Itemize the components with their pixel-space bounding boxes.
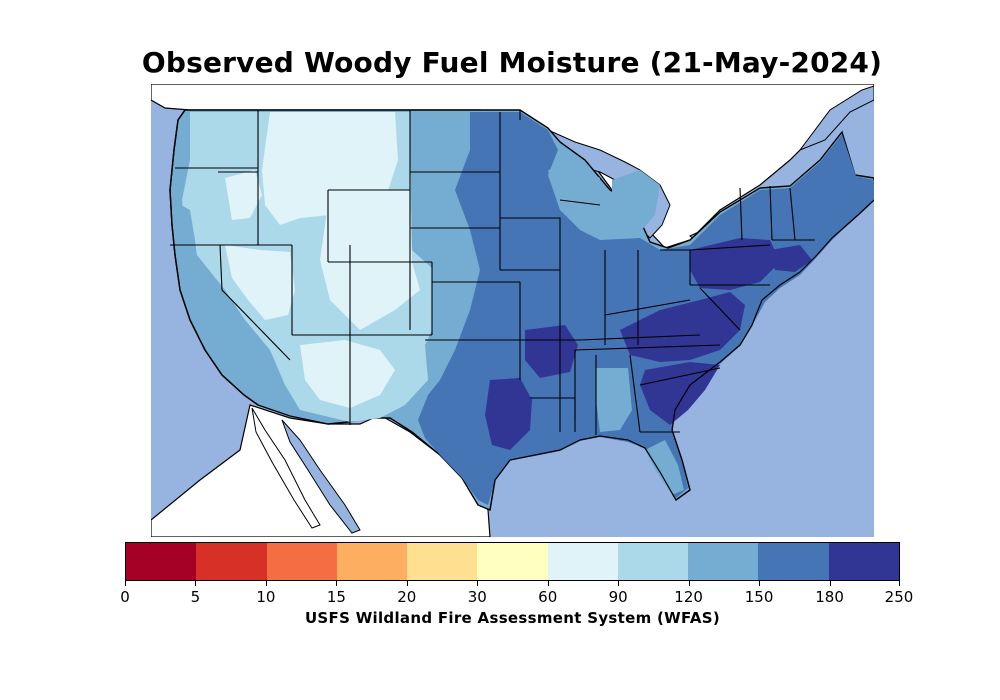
zone-180-250-pennsylvania	[690, 238, 780, 290]
zone-120-150-plains	[410, 112, 480, 380]
colorbar-swatch-0-5	[126, 543, 197, 580]
colorbar-swatch-120-150	[688, 543, 759, 580]
zone-60-90-az-nm	[300, 340, 395, 408]
gulf-coastline	[489, 199, 874, 511]
colorbar-tick	[406, 581, 408, 586]
colorbar-tick	[265, 581, 267, 586]
zone-120-150-florida	[645, 440, 684, 495]
colorbar-swatch-10-15	[266, 543, 337, 580]
colorbar-swatch-20-30	[407, 543, 478, 580]
zone-180-250-arkansas	[525, 325, 578, 378]
zone-120-150-alabama	[596, 368, 632, 432]
colorbar-tick-label: 60	[538, 588, 558, 606]
colorbar-tick-label: 10	[256, 588, 276, 606]
zone-180-250-appalachia	[620, 292, 745, 362]
map-title: Observed Woody Fuel Moisture (21-May-202…	[141, 46, 883, 79]
colorbar-tick	[618, 581, 620, 586]
fuel-moisture-map	[151, 84, 874, 537]
colorbar-tick-label: 90	[608, 588, 628, 606]
colorbar-swatch-5-10	[196, 543, 267, 580]
colorbar-label: USFS Wildland Fire Assessment System (WF…	[304, 609, 721, 627]
colorbar-tick	[125, 581, 126, 586]
colorbar-tick	[688, 581, 690, 586]
zone-120-150-wisconsin	[548, 165, 600, 225]
colorbar-tick	[547, 581, 549, 586]
colorbar-tick-label: 0	[120, 588, 130, 606]
zone-180-250-texas	[485, 378, 532, 450]
colorbar-tick	[336, 581, 338, 586]
hudson-bay-fragment	[798, 85, 874, 152]
colorbar-tick-label: 150	[744, 588, 774, 606]
zone-120-150-pacific	[172, 200, 250, 385]
colorbar-tick-label: 30	[467, 588, 487, 606]
colorbar-tick-label: 120	[674, 588, 703, 606]
colorbar-swatch-150-180	[758, 543, 829, 580]
zone-60-90-nevada	[225, 245, 295, 320]
colorbar-tick-label: 15	[326, 588, 346, 606]
colorbar-swatch-30-60	[477, 543, 548, 580]
colorbar-swatch-180-250	[828, 543, 899, 580]
state-borders	[170, 110, 815, 435]
colorbar-swatch-15-20	[336, 543, 408, 580]
gulf-of-california	[281, 419, 361, 534]
zone-60-90-wyoming-co	[320, 190, 420, 330]
colorbar-tick-label: 5	[190, 588, 201, 606]
zone-60-90-wa-or	[225, 170, 262, 220]
colorbar-tick-label: 20	[397, 588, 417, 606]
colorbar-tick	[899, 581, 900, 586]
colorbar-tick-label: 180	[815, 588, 844, 606]
us-coastline	[169, 109, 259, 406]
zone-120-150-michigan	[612, 170, 660, 232]
colorbar-tick	[477, 581, 479, 586]
zone-150-180-central	[418, 112, 874, 505]
colorbar-ticks: 0 5 10 15 20 30 60 90 120 150 180 250	[120, 581, 913, 611]
colorbar-tick-label: 250	[884, 588, 914, 606]
colorbar-tick	[829, 581, 831, 586]
colorbar	[125, 542, 900, 581]
colorbar-swatch-60-90	[547, 543, 618, 580]
colorbar-swatch-90-120	[617, 543, 689, 580]
map-canvas	[151, 84, 874, 537]
colorbar-tick	[195, 581, 197, 586]
baja-peninsula	[251, 407, 321, 529]
zone-180-250-new-england	[770, 245, 812, 272]
colorbar-tick	[759, 581, 761, 586]
